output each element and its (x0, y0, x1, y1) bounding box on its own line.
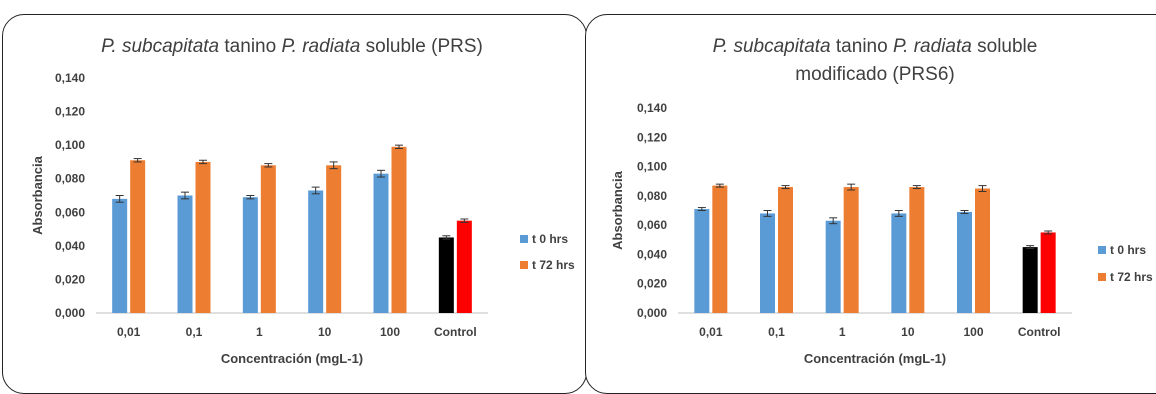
y-axis-title: Absorbancia (30, 155, 45, 235)
legend-label-t0: t 0 hrs (532, 232, 568, 246)
bar-t0 (112, 198, 128, 313)
chart-title-part: P. radiata (893, 36, 972, 57)
x-tick-label: Control (434, 325, 477, 339)
bar-t72 (195, 161, 211, 313)
bar-t72 (260, 165, 276, 313)
y-tick-label: 0,100 (55, 138, 85, 152)
y-tick-label: 0,140 (637, 101, 667, 115)
y-tick-label: 0,060 (637, 218, 667, 232)
bar-t72 (456, 220, 472, 313)
bar-t72 (391, 146, 407, 313)
chart-panel-prs6 (585, 14, 1156, 394)
y-tick-label: 0,140 (55, 71, 85, 85)
y-tick-label: 0,120 (637, 130, 667, 144)
bar-t0 (760, 213, 775, 313)
legend-swatch-t72 (520, 261, 528, 269)
chart-title-part: modificado (PRS6) (795, 64, 954, 85)
bar-t72 (712, 185, 728, 313)
x-tick-label: 1 (256, 325, 263, 339)
y-tick-label: 0,020 (55, 272, 85, 286)
y-tick-label: 0,120 (55, 105, 85, 119)
x-tick-label: 10 (318, 325, 332, 339)
bar-t0 (308, 190, 324, 313)
x-tick-label: 100 (963, 325, 983, 339)
chart-title-part: tanino (831, 36, 893, 57)
x-tick-label: 0,1 (768, 325, 785, 339)
bar-t72 (130, 160, 146, 313)
y-tick-label: 0,040 (637, 247, 667, 261)
x-tick-label: 0,1 (186, 325, 203, 339)
chart-title-part: soluble (PRS) (360, 36, 483, 57)
y-axis-title: Absorbancia (610, 170, 625, 250)
bar-t0 (438, 237, 454, 313)
bar-t72 (326, 165, 342, 313)
y-tick-label: 0,060 (55, 205, 85, 219)
y-tick-label: 0,100 (637, 160, 667, 174)
chart-title-part: soluble (972, 36, 1038, 57)
bar-t72 (778, 187, 793, 313)
charts-canvas: P. subcapitata tanino P. radiata soluble… (30, 36, 1153, 366)
bar-t72 (1040, 232, 1056, 313)
chart-title: P. subcapitata tanino P. radiata soluble… (101, 36, 483, 57)
y-tick-label: 0,080 (637, 189, 667, 203)
x-tick-label: Control (1018, 325, 1061, 339)
y-tick-label: 0,000 (55, 306, 85, 320)
x-axis-title: Concentración (mgL-1) (804, 351, 946, 366)
x-axis-title: Concentración (mgL-1) (221, 351, 363, 366)
bar-t0 (694, 209, 710, 313)
chart-title: modificado (PRS6) (795, 64, 954, 85)
bar-t72 (975, 188, 990, 313)
legend-swatch-t0 (1098, 246, 1106, 254)
bar-t0 (373, 173, 389, 313)
x-tick-label: 10 (901, 325, 915, 339)
bar-t0 (242, 197, 258, 313)
legend-swatch-t0 (520, 235, 528, 243)
bar-t0 (177, 195, 193, 313)
legend-label-t0: t 0 hrs (1110, 243, 1146, 257)
y-tick-label: 0,080 (55, 172, 85, 186)
bar-t72 (909, 187, 925, 313)
bar-t0 (957, 211, 972, 313)
x-tick-label: 1 (839, 325, 846, 339)
bar-t0 (1022, 247, 1038, 313)
bar-t0 (825, 220, 841, 313)
y-tick-label: 0,020 (637, 277, 667, 291)
chart-panel-prs (2, 14, 587, 394)
legend-swatch-t72 (1098, 273, 1106, 281)
chart-title-part: P. subcapitata (713, 36, 831, 57)
bar-t72 (843, 187, 859, 313)
bar-t0 (891, 213, 907, 313)
chart-title-part: P. radiata (281, 36, 360, 57)
y-tick-label: 0,000 (637, 306, 667, 320)
legend-label-t72: t 72 hrs (1110, 270, 1153, 284)
x-tick-label: 0,01 (117, 325, 141, 339)
chart-title-part: tanino (219, 36, 281, 57)
legend-label-t72: t 72 hrs (532, 258, 575, 272)
x-tick-label: 100 (380, 325, 400, 339)
chart-title-part: P. subcapitata (101, 36, 219, 57)
chart-title: P. subcapitata tanino P. radiata soluble (713, 36, 1038, 57)
x-tick-label: 0,01 (699, 325, 723, 339)
y-tick-label: 0,040 (55, 239, 85, 253)
